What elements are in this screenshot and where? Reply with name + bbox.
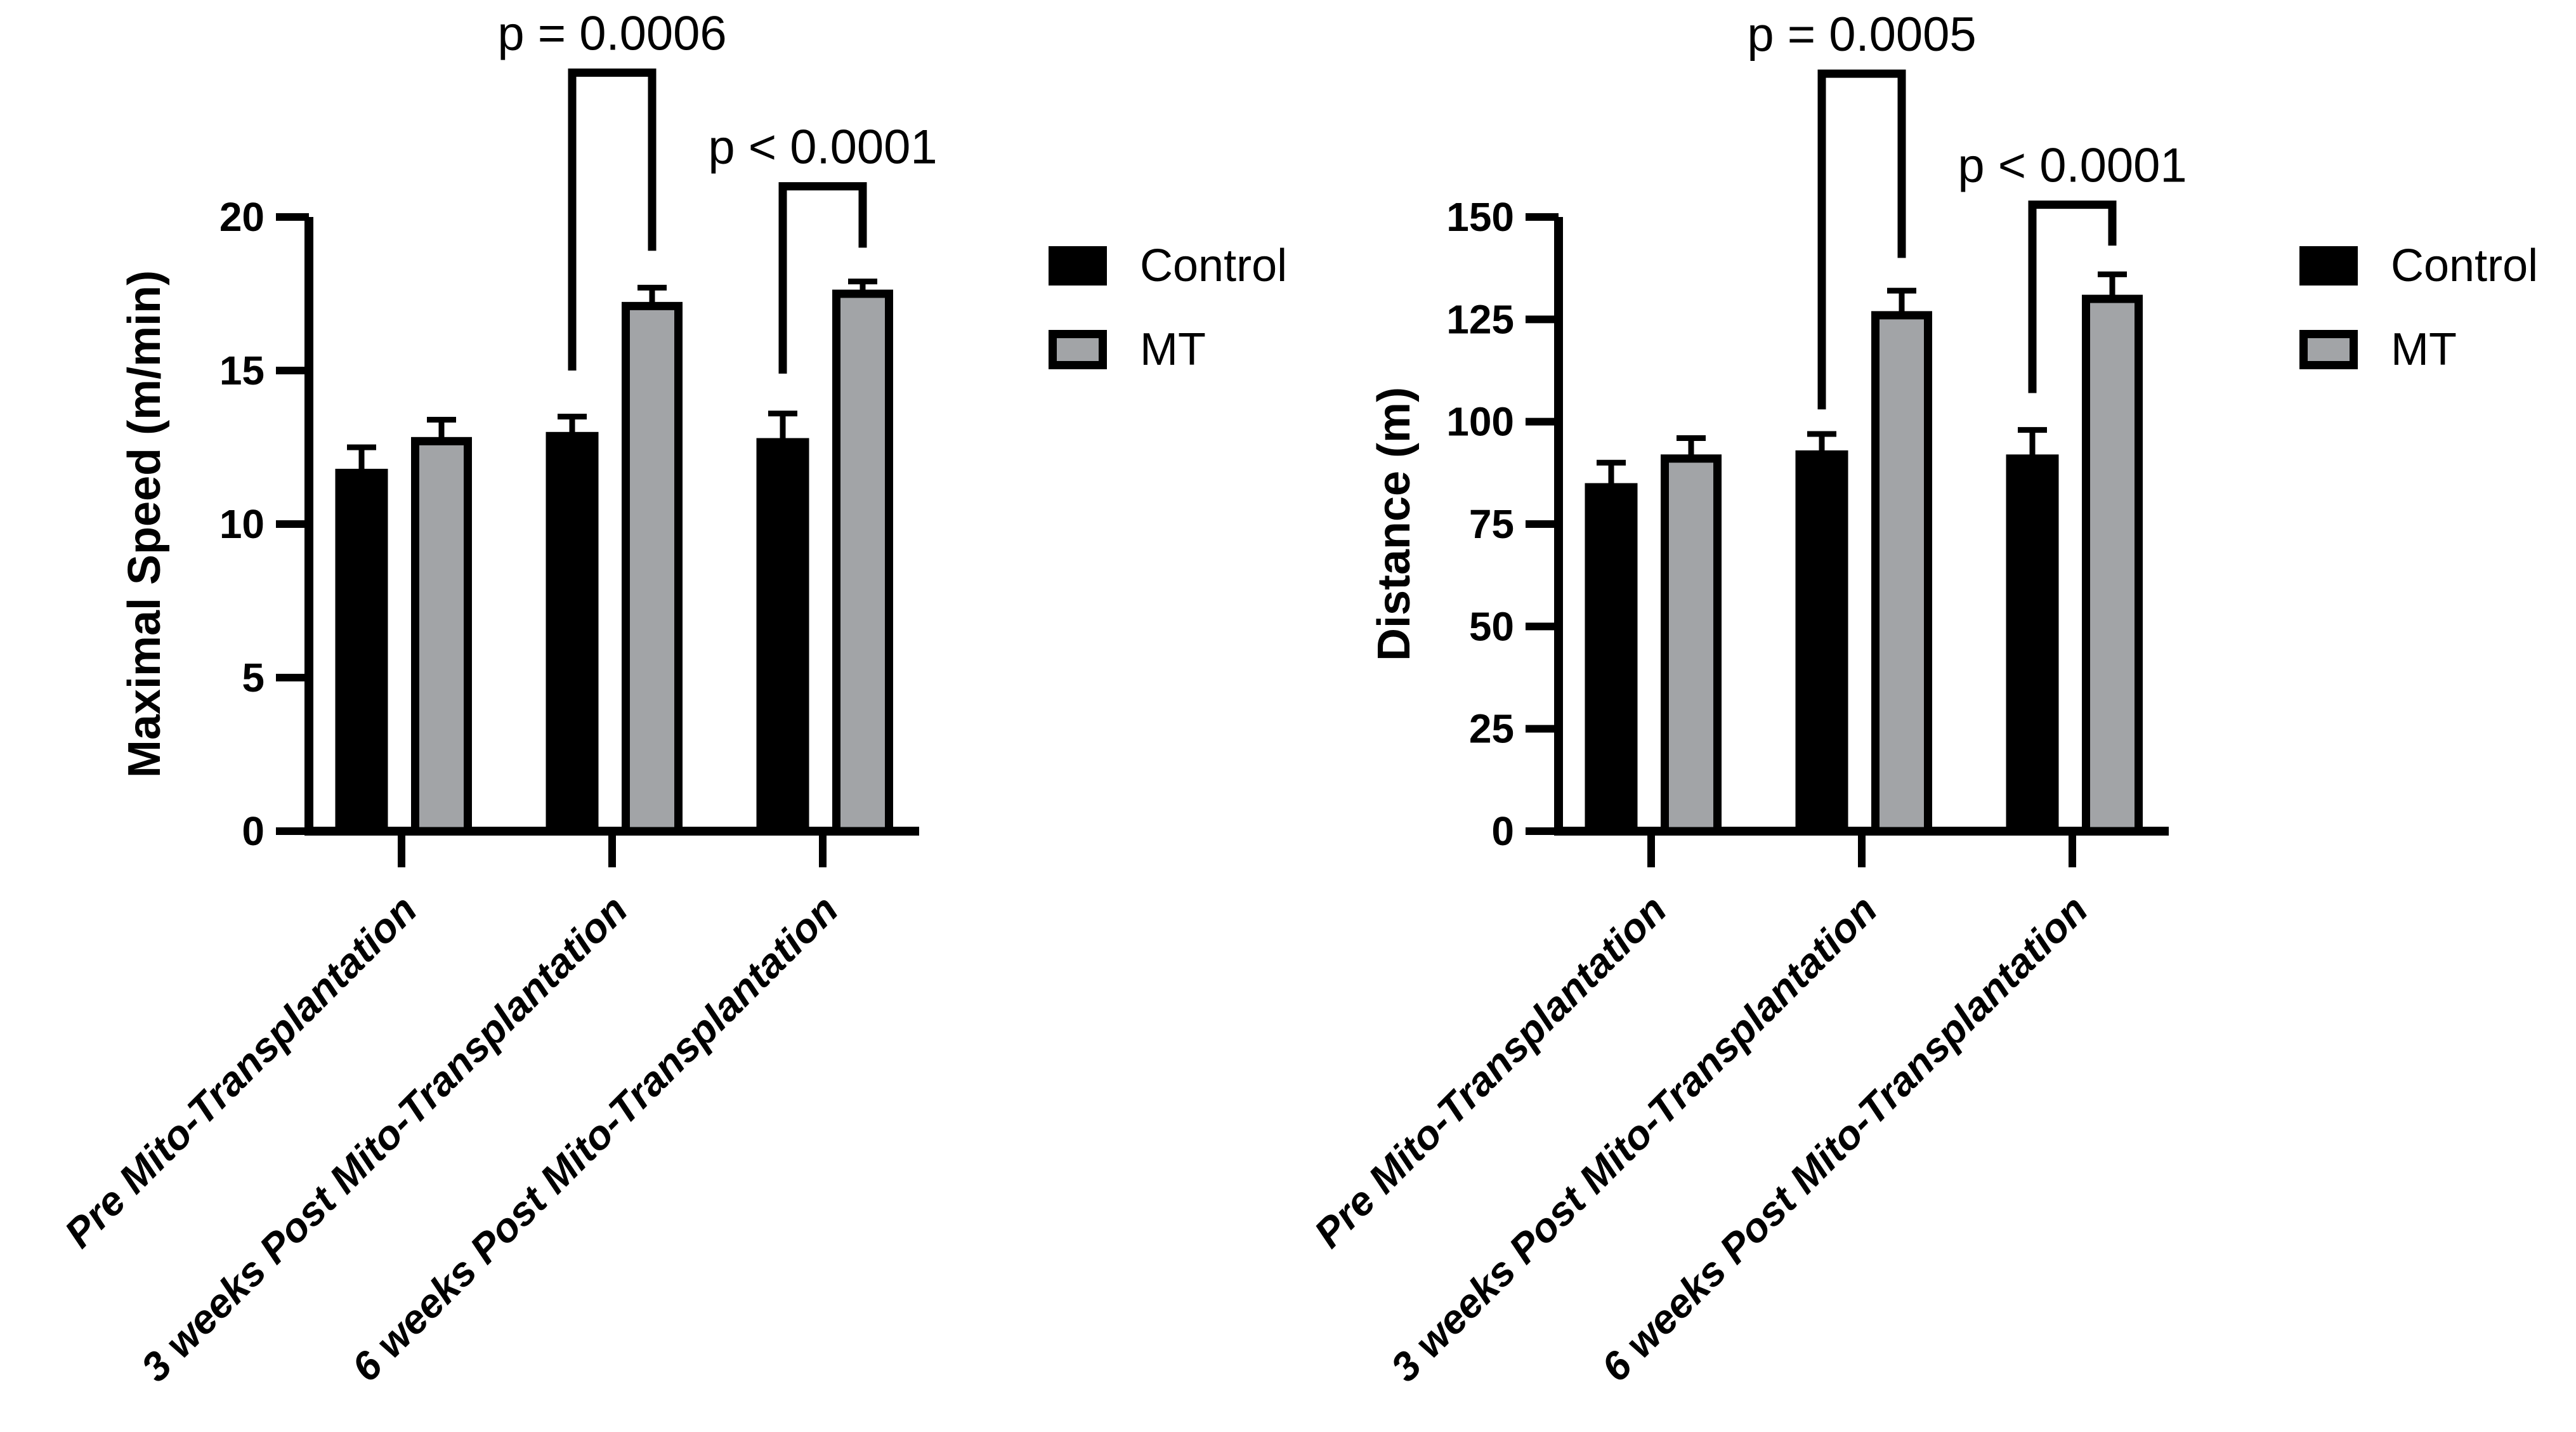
bar-control-group1 xyxy=(1585,483,1638,831)
legend-distance: Control MT xyxy=(2299,243,2538,372)
x-category-label: 6 weeks Post Mito-Transplantation xyxy=(343,886,846,1390)
y-tick-label: 15 xyxy=(219,348,265,393)
x-category-label: Pre Mito-Transplantation xyxy=(1305,886,1675,1256)
bar-control-group1 xyxy=(335,468,388,831)
bar-control-group2 xyxy=(546,431,599,831)
legend-maximal-speed: Control MT xyxy=(1049,243,1287,372)
y-tick-label: 0 xyxy=(1491,808,1514,854)
bar-mt-group3 xyxy=(2082,294,2143,836)
bar-mt-group2 xyxy=(622,301,683,836)
bar-mt-group1 xyxy=(411,437,472,836)
control-swatch-icon xyxy=(2299,246,2358,286)
legend-label-control: Control xyxy=(2391,240,2539,291)
y-tick-label: 0 xyxy=(242,808,265,854)
legend-item-mt: MT xyxy=(2299,327,2538,372)
legend-label-control: Control xyxy=(1140,240,1288,291)
y-tick-label: 25 xyxy=(1469,706,1514,752)
bar-control-group3 xyxy=(2006,454,2059,831)
y-axis-title: Distance (m) xyxy=(1369,387,1420,661)
significance-bracket xyxy=(778,182,867,374)
x-category-label: 3 weeks Post Mito-Transplantation xyxy=(132,886,636,1390)
legend-item-mt: MT xyxy=(1049,327,1287,372)
chart-distance: 0 25 50 75 100 125 150 Distance (m) Pre Mito-Tra… xyxy=(1305,8,2187,1390)
mt-swatch-icon xyxy=(1049,330,1107,369)
significance-bracket xyxy=(2028,200,2117,393)
x-category-label: 3 weeks Post Mito-Transplantation xyxy=(1382,886,1885,1390)
legend-item-control: Control xyxy=(1049,243,1287,289)
bar-control-group2 xyxy=(1795,450,1848,831)
y-tick-label: 75 xyxy=(1469,501,1514,547)
y-tick-label: 150 xyxy=(1446,194,1514,240)
x-category-label: Pre Mito-Transplantation xyxy=(56,886,426,1256)
bar-mt-group3 xyxy=(832,289,893,836)
p-value-label: p < 0.0001 xyxy=(708,121,937,174)
y-tick-label: 10 xyxy=(219,501,265,547)
y-tick-label: 125 xyxy=(1446,296,1514,342)
p-value-label: p < 0.0001 xyxy=(1958,139,2187,193)
y-tick-label: 100 xyxy=(1446,399,1514,445)
y-tick-label: 5 xyxy=(242,655,265,700)
bar-mt-group2 xyxy=(1871,311,1932,836)
bar-control-group3 xyxy=(756,438,809,831)
x-category-label: 6 weeks Post Mito-Transplantation xyxy=(1592,886,2096,1390)
mt-swatch-icon xyxy=(2299,330,2358,369)
legend-label-mt: MT xyxy=(2391,324,2457,375)
y-tick-label: 50 xyxy=(1469,603,1514,649)
y-axis-title: Maximal Speed (m/min) xyxy=(119,270,170,778)
p-value-label: p = 0.0005 xyxy=(1747,8,1976,62)
control-swatch-icon xyxy=(1049,246,1107,286)
bar-mt-group1 xyxy=(1661,454,1722,836)
significance-bracket xyxy=(568,69,657,371)
y-tick-label: 20 xyxy=(219,194,265,240)
p-value-label: p = 0.0006 xyxy=(497,7,726,61)
legend-label-mt: MT xyxy=(1140,324,1206,375)
significance-bracket xyxy=(1817,69,1906,410)
legend-item-control: Control xyxy=(2299,243,2538,289)
chart-maximal-speed: 0 5 10 15 20 Maximal Speed (m/min) Pre Mito-Tr… xyxy=(56,7,938,1391)
